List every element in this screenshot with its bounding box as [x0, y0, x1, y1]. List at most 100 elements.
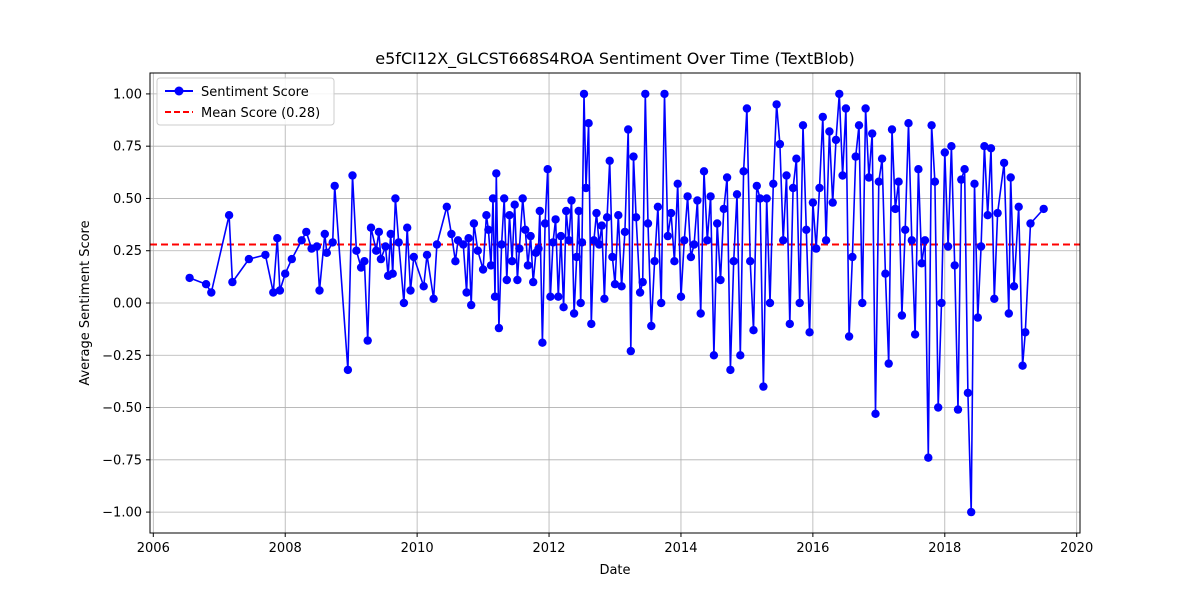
- sentiment-data-point: [772, 100, 781, 109]
- chart-title: e5fCI12X_GLCST668S4ROA Sentiment Over Ti…: [375, 49, 854, 69]
- sentiment-data-point: [422, 250, 432, 260]
- sentiment-data-point: [372, 246, 381, 255]
- sentiment-data-point: [315, 286, 324, 295]
- sentiment-data-point: [602, 213, 612, 222]
- sentiment-data-point: [1026, 219, 1035, 228]
- sentiment-data-point: [494, 323, 504, 333]
- sentiment-data-point: [275, 286, 285, 295]
- sentiment-data-point: [419, 282, 428, 291]
- legend-sentiment-label: Sentiment Score: [201, 85, 309, 100]
- sentiment-data-point: [600, 294, 609, 303]
- x-tick-label: 2012: [532, 541, 565, 556]
- sentiment-data-point: [534, 244, 543, 253]
- sentiment-data-point: [693, 196, 702, 205]
- sentiment-data-point: [617, 282, 626, 291]
- sentiment-data-point: [551, 215, 560, 224]
- sentiment-data-point: [605, 156, 614, 165]
- sentiment-data-point: [261, 250, 270, 260]
- sentiment-data-point: [716, 275, 725, 285]
- sentiment-data-point: [432, 240, 442, 249]
- sentiment-data-point: [976, 242, 986, 251]
- sentiment-data-point: [569, 309, 579, 318]
- sentiment-data-point: [858, 298, 867, 308]
- sentiment-data-point: [376, 254, 386, 264]
- sentiment-data-point: [1009, 282, 1019, 291]
- sentiment-data-point: [518, 194, 527, 203]
- x-tick-label: 2016: [796, 541, 829, 556]
- sentiment-data-point: [983, 211, 992, 220]
- sentiment-data-point: [891, 204, 900, 214]
- sentiment-data-point: [1021, 328, 1030, 337]
- sentiment-data-point: [683, 192, 692, 201]
- sentiment-data-point: [587, 319, 596, 329]
- x-tick-label: 2008: [269, 541, 302, 556]
- sentiment-data-point: [986, 144, 996, 153]
- sentiment-data-point: [779, 236, 788, 245]
- sentiment-data-point: [330, 181, 339, 191]
- sentiment-data-point: [927, 121, 936, 130]
- sentiment-data-point: [348, 171, 357, 180]
- legend: Sentiment Score Mean Score (0.28): [156, 77, 335, 126]
- sentiment-data-point: [749, 326, 758, 335]
- sentiment-data-point: [429, 294, 438, 303]
- sentiment-data-point: [788, 183, 798, 193]
- sentiment-data-point: [759, 382, 768, 391]
- x-tick-label: 2010: [401, 541, 434, 556]
- sentiment-data-point: [957, 175, 966, 184]
- sentiment-data-point: [732, 190, 742, 199]
- sentiment-data-point: [947, 142, 956, 151]
- sentiment-data-point: [864, 173, 874, 182]
- series-layer: [185, 89, 1048, 517]
- sentiment-data-point: [650, 257, 659, 266]
- sentiment-data-point: [910, 330, 920, 339]
- sentiment-data-point: [381, 242, 390, 251]
- sentiment-data-point: [523, 261, 533, 270]
- sentiment-data-point: [999, 158, 1009, 168]
- sentiment-data-point: [513, 275, 522, 285]
- x-axis-label: Date: [599, 563, 630, 578]
- sentiment-data-point: [917, 259, 926, 268]
- sentiment-data-point: [1006, 173, 1015, 182]
- sentiment-data-point: [624, 125, 633, 134]
- sentiment-data-point: [366, 223, 376, 232]
- sentiment-data-point: [746, 257, 755, 266]
- sentiment-data-point: [729, 257, 738, 266]
- sentiment-data-point: [930, 177, 940, 186]
- y-tick-label: −0.50: [102, 401, 142, 416]
- sentiment-data-point: [762, 194, 771, 203]
- sentiment-data-point: [207, 288, 216, 297]
- y-tick-label: 0.25: [113, 244, 142, 259]
- sentiment-data-point: [686, 252, 696, 262]
- sentiment-data-point: [736, 351, 745, 360]
- sentiment-data-point: [608, 252, 617, 262]
- sentiment-data-point: [281, 269, 290, 278]
- legend-box: [156, 77, 335, 126]
- sentiment-data-point: [765, 298, 775, 308]
- y-tick-label: −0.25: [102, 349, 142, 364]
- sentiment-data-point: [374, 227, 384, 237]
- sentiment-data-point: [901, 225, 910, 234]
- sentiment-data-point: [451, 257, 460, 266]
- sentiment-data-point: [467, 300, 476, 310]
- sentiment-data-point: [907, 236, 916, 245]
- sentiment-data-point: [543, 165, 552, 174]
- sentiment-data-point: [505, 211, 514, 220]
- sentiment-data-point: [312, 242, 322, 251]
- legend-mean-label: Mean Score (0.28): [201, 106, 320, 121]
- sentiment-data-point: [631, 213, 641, 222]
- sentiment-data-point: [673, 179, 682, 188]
- sentiment-data-point: [244, 254, 254, 264]
- sentiment-data-point: [297, 236, 306, 245]
- sentiment-data-point: [795, 298, 804, 308]
- sentiment-data-point: [775, 139, 785, 149]
- sentiment-data-point: [510, 200, 519, 209]
- sentiment-data-point: [577, 238, 587, 247]
- sentiment-data-point: [473, 246, 482, 255]
- sentiment-data-point: [1039, 204, 1048, 214]
- sentiment-data-point: [713, 219, 722, 228]
- y-tick-label: 0.00: [113, 297, 142, 312]
- sentiment-data-point: [782, 171, 791, 180]
- sentiment-data-point: [940, 148, 949, 157]
- sentiment-data-point: [680, 236, 689, 245]
- sentiment-data-point: [572, 252, 581, 262]
